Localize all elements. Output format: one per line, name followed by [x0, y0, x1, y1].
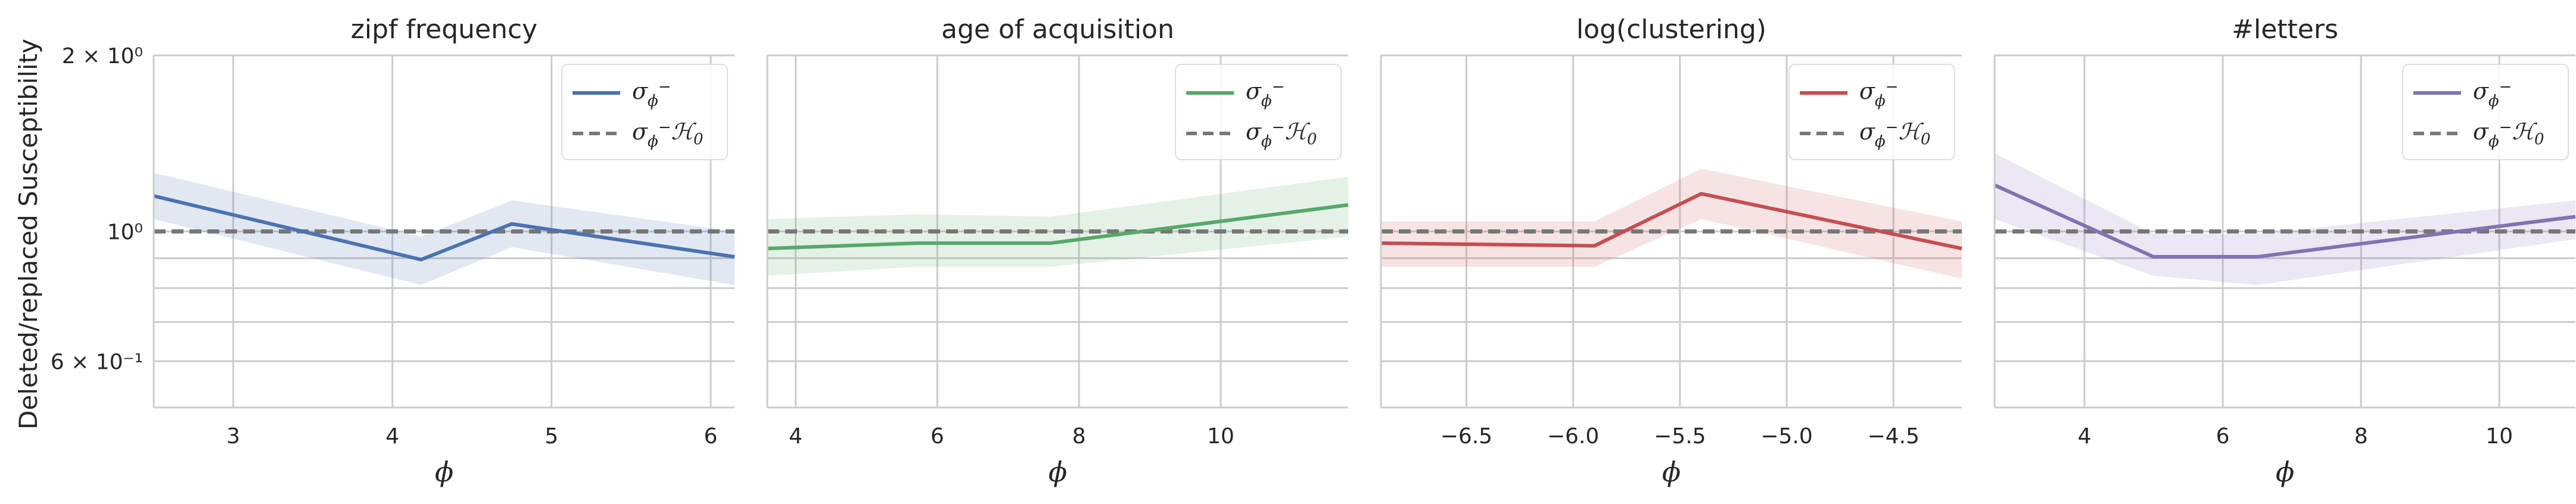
legend-label-series: σϕ−: [1246, 78, 1284, 110]
x-axis-label: ϕ: [1049, 456, 1067, 488]
series-line: [1380, 192, 1962, 251]
y-axis-label: Deleted/replaced Susceptibility: [14, 39, 43, 430]
legend-box: [1788, 64, 1955, 160]
x-tick-label: −5.5: [1654, 424, 1706, 449]
x-tick-label: 8: [1072, 424, 1086, 449]
legend-label-baseline: σϕ−ℋ0: [1859, 119, 1931, 151]
series-line: [1993, 183, 2576, 259]
series-line: [153, 194, 735, 262]
x-tick-label: 6: [931, 424, 944, 449]
x-tick-label: 3: [226, 424, 240, 449]
legend-label-baseline: σϕ−ℋ0: [2473, 119, 2544, 151]
panel-3: −6.5 −6.0 −5.5 −5.0 −4.5log(clustering)ϕσϕ−σ…: [1380, 14, 1962, 488]
x-tick-label: 6: [2216, 424, 2230, 449]
confidence-band: [1995, 153, 2575, 285]
confidence-band: [1381, 169, 1962, 279]
y-tick-label: 6 × 10⁻¹: [51, 350, 143, 374]
legend-label-baseline: σϕ−ℋ0: [632, 119, 704, 151]
x-tick-label: 8: [2354, 424, 2368, 449]
x-tick-label: 10: [1207, 424, 1234, 449]
panel-2: 4 6 8 10 age of acquisition ϕ σϕ− σϕ−ℋ0: [766, 14, 1349, 488]
legend-box: [2402, 64, 2569, 160]
legend: σϕ− σϕ−ℋ0: [2402, 64, 2569, 160]
legend: σϕ− σϕ−ℋ0: [561, 64, 728, 160]
x-axis-label: ϕ: [2276, 456, 2294, 488]
x-tick-label: −4.5: [1868, 424, 1919, 449]
x-tick-label: 4: [789, 424, 802, 449]
x-tick-label: −6.0: [1547, 424, 1599, 449]
panel-title: age of acquisition: [941, 14, 1174, 45]
legend-label-series: σϕ−: [2473, 78, 2512, 110]
x-tick-label: 10: [2485, 424, 2513, 449]
confidence-band: [767, 176, 1348, 276]
legend-label-series: σϕ−: [632, 78, 671, 110]
legend-box: [561, 64, 728, 160]
panel-4: 4 6 8 10 #letters ϕ σϕ− σϕ−ℋ0: [1993, 14, 2576, 488]
panel-title: log(clustering): [1576, 14, 1766, 45]
y-tick-label: 10⁰: [107, 220, 143, 245]
y-tick-label: 2 × 10⁰: [62, 44, 143, 69]
panel-title: #letters: [2232, 14, 2338, 45]
legend: σϕ− σϕ−ℋ0: [1175, 64, 1342, 160]
x-tick-label: 4: [385, 424, 399, 449]
x-tick-label: 4: [2077, 424, 2091, 449]
legend-label-series: σϕ−: [1859, 78, 1898, 110]
series-line: [767, 203, 1349, 251]
x-tick-label: −5.0: [1760, 424, 1812, 449]
x-tick-label: 6: [704, 424, 717, 449]
legend-box: [1175, 64, 1342, 160]
x-axis-label: ϕ: [1662, 456, 1681, 488]
legend: σϕ− σϕ−ℋ0: [1788, 64, 1955, 160]
x-axis-label: ϕ: [435, 456, 453, 488]
panel-1: 3 4 5 6 zipf frequency ϕ 2 × 10⁰ 10⁰ 6 × 10⁻¹ σϕ−…: [51, 14, 735, 488]
panel-title: zipf frequency: [351, 14, 537, 45]
confidence-band: [154, 172, 735, 285]
legend-label-baseline: σϕ−ℋ0: [1246, 119, 1317, 151]
panels: 3 4 5 6 zipf frequency ϕ 2 × 10⁰ 10⁰ 6 × 10⁻¹ σϕ−…: [51, 14, 2576, 488]
x-tick-label: 5: [545, 424, 558, 449]
x-tick-label: −6.5: [1441, 424, 1492, 449]
